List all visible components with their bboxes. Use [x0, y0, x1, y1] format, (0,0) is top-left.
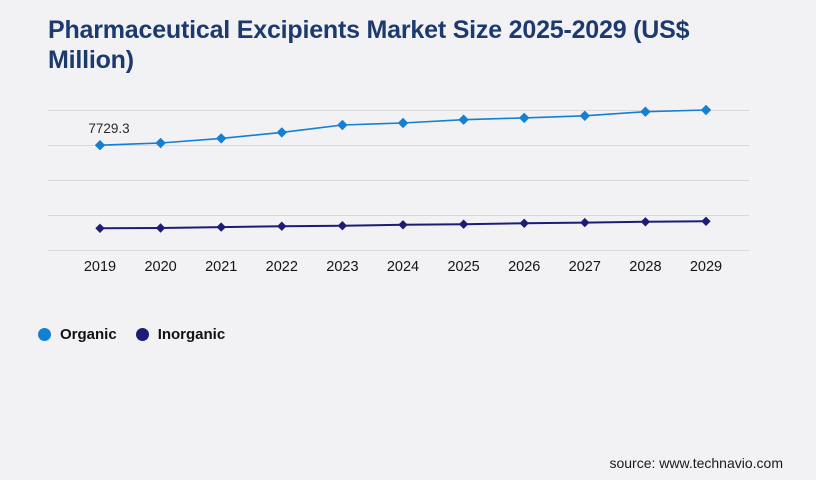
legend-item-organic: Organic	[38, 326, 117, 343]
marker-organic-2021	[216, 133, 227, 144]
source-attribution: source: www.technavio.com	[609, 455, 783, 471]
x-axis-label-2027: 2027	[569, 259, 601, 275]
marker-inorganic-2022	[277, 221, 287, 231]
x-axis-label-2022: 2022	[266, 259, 298, 275]
chart-legend: Organic Inorganic	[38, 326, 225, 343]
x-axis-label-2024: 2024	[387, 259, 419, 275]
marker-inorganic-2020	[155, 223, 166, 233]
marker-organic-2019	[94, 140, 106, 151]
marker-inorganic-2028	[640, 217, 651, 227]
marker-organic-2022	[276, 127, 287, 138]
marker-organic-2028	[640, 106, 651, 117]
marker-organic-2023	[337, 119, 348, 131]
marker-inorganic-2024	[398, 220, 408, 230]
marker-inorganic-2027	[580, 217, 590, 228]
x-axis-label-2021: 2021	[205, 259, 237, 275]
legend-item-inorganic: Inorganic	[135, 326, 226, 343]
marker-organic-2025	[458, 114, 469, 125]
marker-inorganic-2029	[701, 216, 711, 226]
legend-label-organic: Organic	[60, 326, 117, 343]
marker-organic-2024	[397, 117, 409, 129]
marker-inorganic-2019	[95, 223, 105, 233]
marker-organic-2027	[579, 110, 590, 121]
marker-inorganic-2023	[337, 221, 348, 231]
point-label-organic-2019: 7729.3	[88, 121, 129, 136]
marker-inorganic-2025	[458, 219, 469, 229]
legend-label-inorganic: Inorganic	[157, 326, 226, 343]
chart-title: Pharmaceutical Excipients Market Size 20…	[48, 16, 690, 74]
marker-organic-2020	[155, 137, 166, 149]
x-axis-label-2029: 2029	[690, 259, 722, 275]
legend-marker-inorganic	[135, 328, 149, 341]
x-axis-label-2019: 2019	[84, 259, 116, 275]
x-axis-label-2026: 2026	[508, 259, 540, 275]
x-axis-label-2028: 2028	[629, 259, 661, 275]
marker-inorganic-2026	[519, 218, 529, 228]
x-axis-label-2020: 2020	[144, 259, 176, 275]
marker-organic-2029	[700, 104, 712, 116]
x-axis-label-2023: 2023	[326, 259, 358, 275]
marker-organic-2026	[519, 112, 530, 124]
marker-inorganic-2021	[216, 222, 226, 232]
x-axis-label-2025: 2025	[447, 259, 479, 275]
legend-marker-organic	[38, 328, 51, 341]
